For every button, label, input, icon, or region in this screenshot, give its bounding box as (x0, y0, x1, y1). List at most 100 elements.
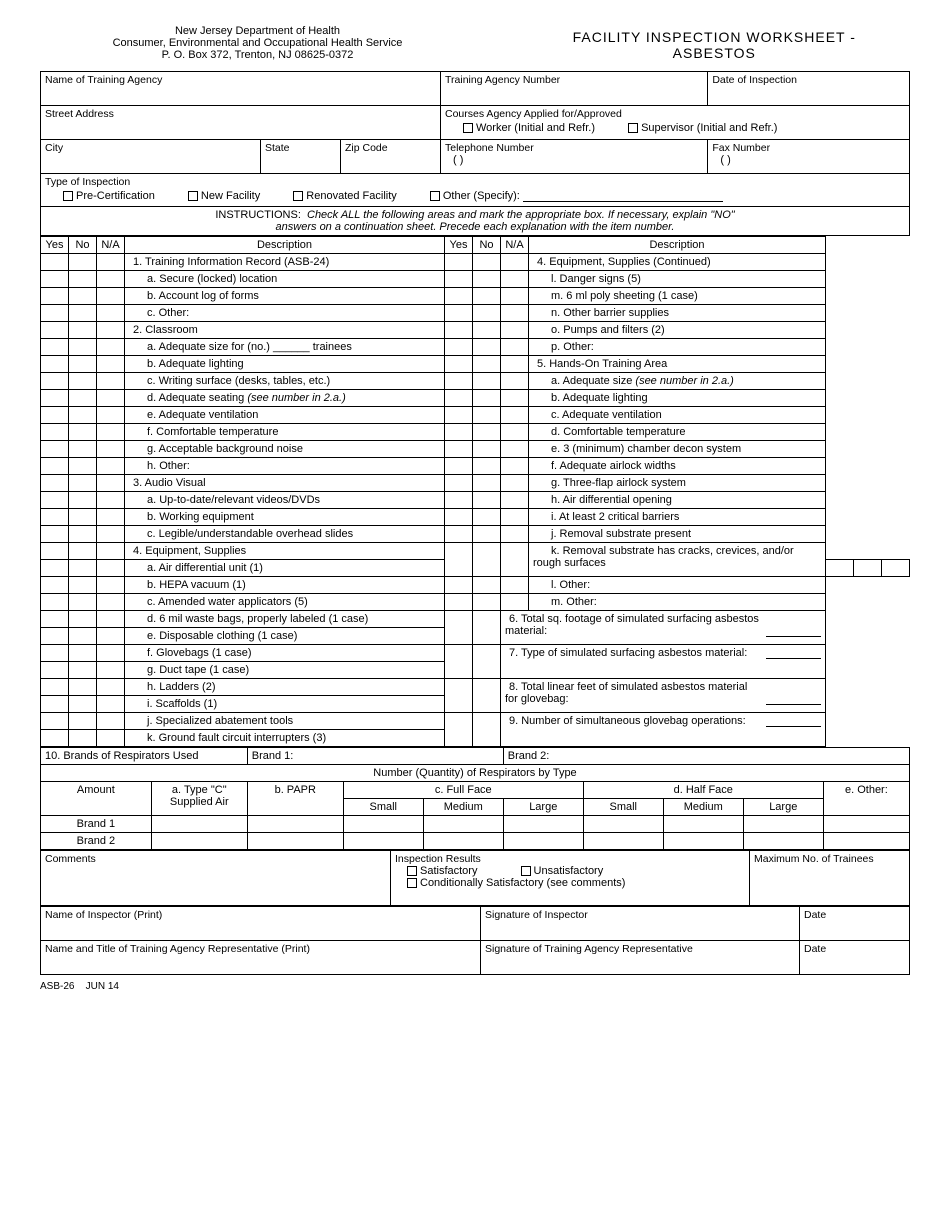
chk-yes[interactable] (445, 424, 473, 441)
chk-yes[interactable] (41, 577, 69, 594)
chk-no[interactable] (473, 458, 501, 475)
chk-no[interactable] (69, 645, 97, 662)
chk-no[interactable] (473, 611, 501, 645)
chk-no[interactable] (69, 696, 97, 713)
chk-yes[interactable] (41, 373, 69, 390)
chk-na[interactable] (97, 713, 125, 730)
checkbox-worker[interactable]: Worker (Initial and Refr.) (463, 122, 595, 134)
chk-no[interactable] (473, 271, 501, 288)
b2-typec[interactable] (151, 833, 247, 850)
chk-na[interactable] (97, 611, 125, 628)
chk-na[interactable] (501, 373, 529, 390)
chk-na[interactable] (882, 560, 910, 577)
chk-yes[interactable] (41, 611, 69, 628)
chk-yes[interactable] (41, 356, 69, 373)
chk-yes[interactable] (445, 305, 473, 322)
rep-date-field[interactable]: Date (800, 941, 910, 975)
chk-no[interactable] (473, 356, 501, 373)
b1-papr[interactable] (247, 816, 343, 833)
checkbox-unsatisfactory[interactable]: Unsatisfactory (521, 865, 604, 877)
chk-yes[interactable] (41, 679, 69, 696)
chk-yes[interactable] (41, 475, 69, 492)
chk-yes[interactable] (445, 407, 473, 424)
chk-na[interactable] (97, 305, 125, 322)
checkbox-other[interactable]: Other (Specify): (430, 190, 520, 202)
b2-fm[interactable] (423, 833, 503, 850)
chk-yes[interactable] (41, 509, 69, 526)
chk-na[interactable] (97, 628, 125, 645)
chk-yes[interactable] (41, 713, 69, 730)
chk-na[interactable] (97, 696, 125, 713)
chk-no[interactable] (69, 424, 97, 441)
b1-fm[interactable] (423, 816, 503, 833)
chk-no[interactable] (473, 441, 501, 458)
chk-no[interactable] (69, 577, 97, 594)
chk-na[interactable] (97, 662, 125, 679)
chk-yes[interactable] (41, 441, 69, 458)
b2-fl[interactable] (503, 833, 583, 850)
field-date-inspection[interactable]: Date of Inspection (708, 72, 910, 106)
chk-yes[interactable] (41, 254, 69, 271)
chk-no[interactable] (473, 543, 501, 577)
chk-no[interactable] (69, 509, 97, 526)
chk-no[interactable] (69, 713, 97, 730)
field-state[interactable]: State (261, 140, 341, 174)
brand2-label[interactable]: Brand 2: (503, 748, 909, 765)
chk-no[interactable] (69, 288, 97, 305)
chk-no[interactable] (473, 526, 501, 543)
chk-na[interactable] (97, 407, 125, 424)
chk-na[interactable] (97, 645, 125, 662)
rep-sig-field[interactable]: Signature of Training Agency Representat… (481, 941, 800, 975)
chk-na[interactable] (97, 560, 125, 577)
b1-fl[interactable] (503, 816, 583, 833)
chk-na[interactable] (97, 594, 125, 611)
field-name-agency[interactable]: Name of Training Agency (41, 72, 441, 106)
chk-no[interactable] (69, 458, 97, 475)
chk-no[interactable] (69, 662, 97, 679)
chk-yes[interactable] (41, 730, 69, 747)
chk-no[interactable] (69, 271, 97, 288)
chk-yes[interactable] (445, 679, 473, 713)
chk-yes[interactable] (445, 713, 473, 747)
chk-no[interactable] (473, 645, 501, 679)
chk-na[interactable] (97, 390, 125, 407)
b1-hl[interactable] (743, 816, 823, 833)
chk-yes[interactable] (41, 390, 69, 407)
chk-no[interactable] (473, 509, 501, 526)
chk-no[interactable] (69, 560, 97, 577)
chk-no[interactable] (69, 611, 97, 628)
chk-yes[interactable] (41, 305, 69, 322)
checkbox-conditional[interactable]: Conditionally Satisfactory (see comments… (407, 877, 625, 889)
chk-no[interactable] (473, 424, 501, 441)
chk-yes[interactable] (41, 492, 69, 509)
field-zip[interactable]: Zip Code (341, 140, 441, 174)
chk-na[interactable] (97, 458, 125, 475)
chk-na[interactable] (501, 288, 529, 305)
chk-no[interactable] (69, 492, 97, 509)
b2-hl[interactable] (743, 833, 823, 850)
chk-no[interactable] (473, 390, 501, 407)
chk-na[interactable] (97, 509, 125, 526)
chk-na[interactable] (501, 458, 529, 475)
chk-na[interactable] (501, 441, 529, 458)
field-fax[interactable]: Fax Number( ) (708, 140, 910, 174)
chk-yes[interactable] (41, 696, 69, 713)
chk-yes[interactable] (41, 645, 69, 662)
chk-na[interactable] (501, 492, 529, 509)
chk-na[interactable] (501, 509, 529, 526)
chk-yes[interactable] (445, 390, 473, 407)
chk-no[interactable] (473, 322, 501, 339)
chk-na[interactable] (97, 356, 125, 373)
chk-no[interactable] (69, 322, 97, 339)
checkbox-satisfactory[interactable]: Satisfactory (407, 865, 477, 877)
b1-typec[interactable] (151, 816, 247, 833)
chk-no[interactable] (69, 305, 97, 322)
chk-na[interactable] (97, 254, 125, 271)
chk-yes[interactable] (445, 271, 473, 288)
chk-yes[interactable] (445, 322, 473, 339)
chk-yes[interactable] (445, 543, 473, 577)
b2-papr[interactable] (247, 833, 343, 850)
chk-yes[interactable] (445, 254, 473, 271)
b1-other[interactable] (823, 816, 909, 833)
chk-no[interactable] (473, 594, 501, 611)
